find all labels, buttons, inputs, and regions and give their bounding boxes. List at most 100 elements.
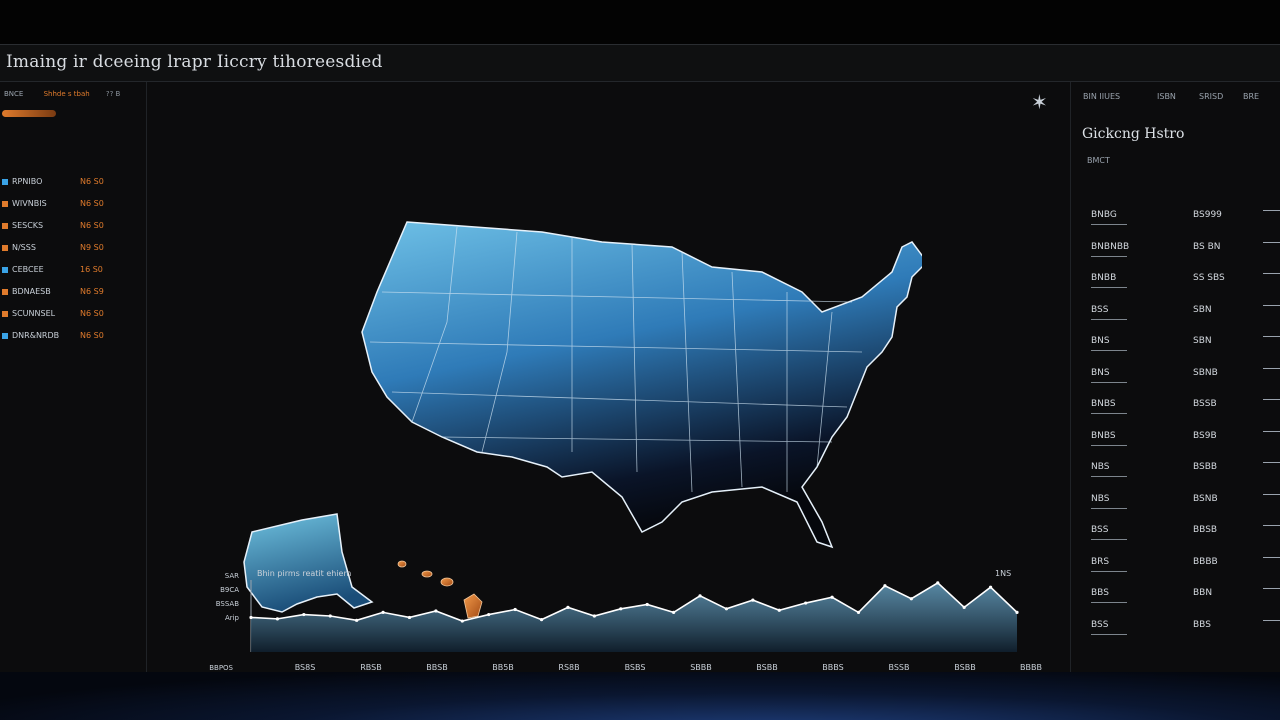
state-list-item[interactable]: SCUNNSEL N6 S0 [0,306,146,326]
color-swatch [2,245,8,251]
history-key: NBS [1091,462,1110,472]
state-value: N6 S0 [80,331,104,340]
history-row[interactable]: BNBS BSSB [1071,399,1280,429]
row-underline [1091,602,1127,603]
history-row[interactable]: BNBG BS999 [1071,210,1280,240]
history-value: BS999 [1193,210,1222,220]
history-key: BSS [1091,304,1109,315]
row-marker [1263,493,1280,505]
tab-3[interactable]: SRISD [1199,92,1224,101]
history-row[interactable]: BNBS BS9B [1071,430,1280,461]
alaska [243,513,374,613]
history-row[interactable]: BRS BBBB [1071,556,1280,587]
history-value: BS BN [1193,241,1221,252]
history-value: SBN [1193,336,1212,346]
row-underline [1091,507,1127,509]
history-value: SS SBS [1193,273,1225,283]
history-row[interactable]: BSS BBS [1071,619,1280,650]
sparkline-point [645,602,649,607]
state-list-item[interactable]: WIVNBIS N6 S0 [0,196,146,216]
state-list-item[interactable]: SESCKS N6 S0 [0,218,146,238]
color-swatch [2,201,8,207]
state-name: RPNIBO [12,177,43,186]
state-name: CEBCEE [12,265,44,274]
row-marker [1263,304,1280,316]
hawaii [397,560,483,619]
history-row[interactable]: BNBNBB BS BN [1071,241,1280,272]
page-indicator[interactable]: ?? B [105,90,121,98]
history-row[interactable]: BSS SBN [1071,304,1280,335]
history-key: BNBS [1091,430,1116,441]
sort-control[interactable]: Shhde s tbah [43,90,90,98]
color-swatch [2,179,8,185]
sparkline-chart: Bhin pirms reatit ehiem 1NS SAR B9CA BSSAB Ar… [209,569,1042,672]
history-key: BRS [1091,556,1110,567]
sparkline-point [487,612,491,617]
sparkline-point [328,614,332,618]
contiguous-states [361,221,922,549]
background-strip [0,672,1280,720]
sparkline-point [962,605,966,609]
history-key: BSS [1091,619,1109,630]
history-value: BBN [1193,588,1213,598]
row-underline [1091,633,1127,635]
sparkline-point [936,581,940,585]
row-marker [1263,462,1280,473]
sparkline-point [724,607,729,611]
sparkline-point [249,615,253,620]
color-swatch [2,267,8,273]
left-header-label: BNCE [4,90,24,98]
state-list-item[interactable]: CEBCEE 16 S0 [0,262,146,282]
row-underline [1091,476,1127,477]
sparkline-point [381,610,385,614]
row-underline [1091,318,1127,320]
row-underline [1091,570,1127,572]
history-key: BNBS [1091,399,1116,409]
state-list-item[interactable]: DNR&NRDB N6 S0 [0,328,146,348]
row-marker [1263,336,1280,347]
sparkline-x-label: BSBS [625,663,646,672]
history-row[interactable]: BNS SBNB [1071,367,1280,398]
state-value: N6 S0 [80,221,104,230]
color-swatch [2,333,8,339]
history-row[interactable]: BBS BBN [1071,588,1280,618]
row-marker [1263,210,1280,221]
history-key: BNS [1091,336,1110,346]
sparkline-x-label: RBSB [360,663,381,672]
right-panel: BIN IIUES ISBN SRISD BRE Gickcng Hstro B… [1070,82,1280,672]
state-list-item[interactable]: BDNAESB N6 S9 [0,284,146,304]
row-marker [1263,367,1280,379]
title-bar: Imaing ir dceeing lrapr Iiccry tihoreesd… [0,45,1280,82]
us-map [243,221,922,619]
sparkle-icon[interactable]: ✶ [1031,90,1048,114]
sparkline-x-label: BS8S [295,663,316,672]
sparkline-point [592,614,596,618]
state-list-item[interactable]: RPNIBO N6 S0 [0,174,146,194]
state-borders [369,226,863,493]
history-row[interactable]: BSS BBSB [1071,525,1280,555]
row-underline [1091,381,1127,383]
history-row[interactable]: NBS BSBB [1071,462,1280,492]
history-row[interactable]: NBS BSNB [1071,493,1280,524]
sparkline-point [460,619,464,623]
state-value: N6 S9 [80,287,104,296]
history-value: BSSB [1193,399,1217,409]
tab-1[interactable]: BIN IIUES [1083,92,1121,101]
sparkline-x-label: RS8B [558,663,579,672]
state-list-item[interactable]: N/SSS N9 S0 [0,240,146,260]
state-name: WIVNBIS [12,199,47,208]
history-row[interactable]: BNS SBN [1071,336,1280,366]
history-key: BNS [1091,367,1110,378]
sparkline-point [751,598,755,602]
tab-2[interactable]: ISBN [1157,92,1176,101]
sparkline-point [672,610,676,614]
history-row[interactable]: BNBB SS SBS [1071,273,1280,303]
color-swatch [2,289,8,295]
row-underline [1091,444,1127,446]
sparkline-x-label: BBBB [1020,663,1042,672]
row-underline [1091,255,1127,257]
state-name: N/SSS [12,243,36,252]
sparkline-point [909,597,913,601]
tab-4[interactable]: BRE [1243,92,1260,101]
history-value: BSNB [1193,493,1218,504]
